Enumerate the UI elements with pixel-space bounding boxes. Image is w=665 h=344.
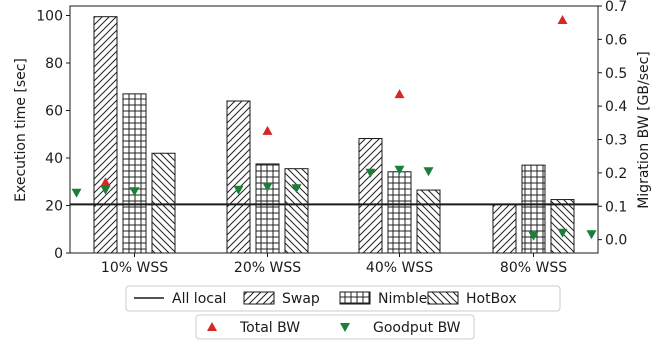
goodput-bw-marker [365, 168, 376, 178]
goodput-bw-marker [233, 185, 244, 195]
bar-hotbox-2 [284, 168, 309, 254]
legend-swatch-hotbox [427, 291, 459, 305]
goodput-bw-marker [129, 187, 140, 197]
left-axis-label: Execution time [sec] [13, 58, 29, 202]
legend-label: Total BW [239, 320, 300, 336]
right-tick-label: 0.2 [605, 166, 627, 182]
bar-nimble-2 [255, 163, 280, 254]
right-tick-label: 0.4 [605, 99, 627, 115]
right-tick-label: 0.1 [605, 199, 627, 215]
goodput-bw-marker [71, 188, 82, 198]
left-tick-label: 60 [45, 104, 63, 120]
left-tick-label: 80 [45, 56, 63, 72]
bar-hotbox-4 [550, 199, 575, 254]
bar-swap-3 [358, 138, 383, 254]
x-tick-label: 40% WSS [366, 260, 433, 276]
goodput-bw-marker [262, 182, 273, 192]
bar-hotbox-1 [151, 152, 176, 254]
left-tick-label: 0 [54, 246, 63, 262]
legend-swatch-total-bw [207, 322, 217, 331]
right-tick-label: 0.7 [605, 0, 627, 15]
total-bw-marker [100, 177, 111, 187]
x-axis: 10% WSS 20% WSS 40% WSS 80% WSS [101, 253, 567, 276]
bar-swap-4 [492, 203, 517, 254]
goodput-bw-marker [557, 228, 568, 238]
goodput-bw-marker [291, 184, 302, 194]
right-tick-label: 0.5 [605, 66, 627, 82]
legend-label: Swap [282, 291, 320, 307]
legend-label: Nimble [378, 291, 427, 307]
legend-label: All local [172, 291, 226, 307]
left-tick-label: 20 [45, 199, 63, 215]
bar-hotbox-3 [416, 189, 441, 254]
plot-frame [69, 5, 599, 254]
legend-label: HotBox [466, 291, 517, 307]
right-tick-label: 0.0 [605, 233, 627, 249]
goodput-bw-marker [100, 185, 111, 195]
left-tick-label: 40 [45, 151, 63, 167]
goodput-bw-marker [586, 230, 597, 240]
right-tick-label: 0.6 [605, 32, 627, 48]
right-tick-label: 0.3 [605, 133, 627, 149]
bar-swap-1 [93, 16, 118, 254]
goodput-bw-marker [394, 165, 405, 175]
legend-bandwidth: Total BW Goodput BW [195, 314, 475, 340]
total-bw-marker [557, 15, 568, 25]
bandwidth-markers [71, 15, 597, 241]
legend-bandwidth-frame [195, 314, 475, 340]
x-tick-label: 80% WSS [500, 260, 567, 276]
legend-main: All local Swap Nimble HotBox [125, 285, 561, 312]
x-tick-label: 10% WSS [101, 260, 168, 276]
total-bw-marker [394, 89, 405, 99]
legend-label: Goodput BW [373, 320, 461, 336]
left-axis: 0 20 40 60 80 100 [36, 9, 70, 262]
total-bw-marker [262, 125, 273, 135]
goodput-bw-marker [423, 167, 434, 177]
x-tick-label: 20% WSS [234, 260, 301, 276]
legend-swatch-nimble [339, 291, 371, 305]
bar-swap-2 [226, 100, 251, 254]
bars [93, 16, 575, 254]
bar-nimble-3 [387, 171, 412, 254]
goodput-bw-marker [528, 231, 539, 241]
right-axis-label: Migration BW [GB/sec] [636, 51, 652, 209]
bar-nimble-1 [122, 93, 147, 254]
left-tick-label: 100 [36, 9, 63, 25]
right-axis: 0.0 0.1 0.2 0.3 0.4 0.5 0.6 0.7 [598, 0, 627, 249]
legend-swatch-goodput-bw [340, 323, 350, 332]
legend-swatch-swap [243, 291, 275, 305]
